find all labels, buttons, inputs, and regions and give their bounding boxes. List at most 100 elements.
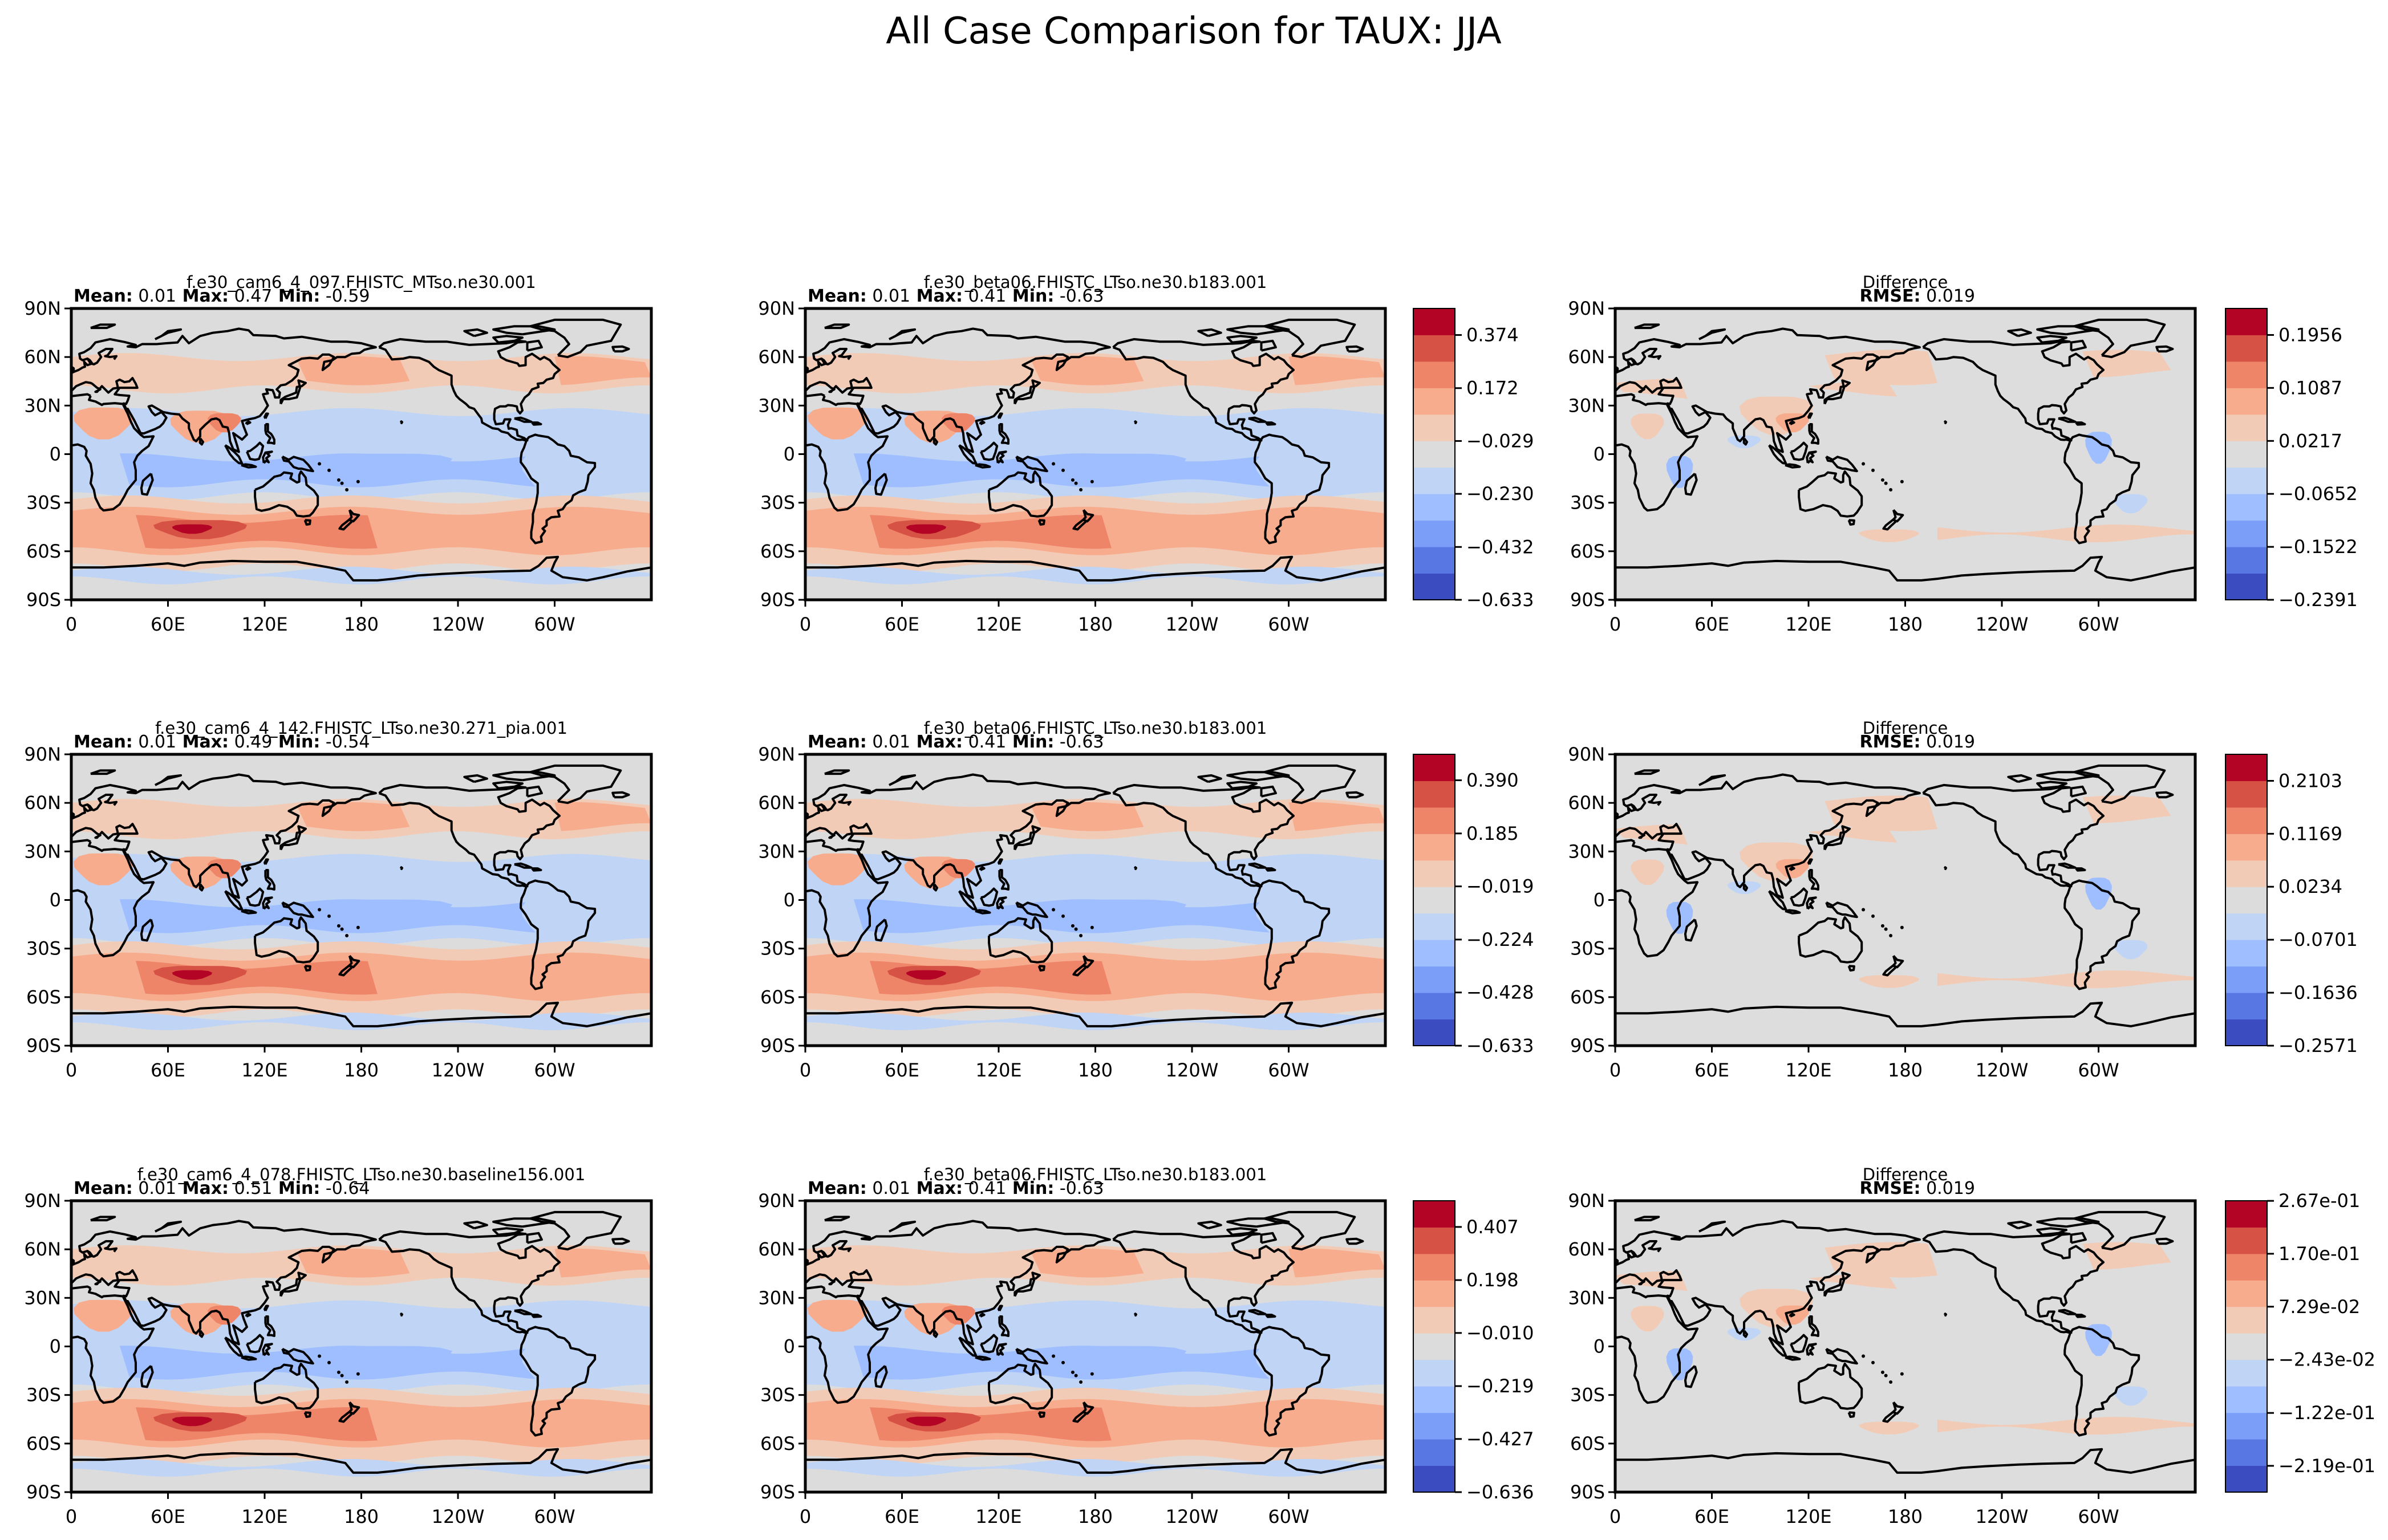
island-dot: [1090, 480, 1094, 483]
contour-region: [807, 407, 868, 440]
contour-region: [297, 1248, 410, 1278]
colorbar-swatch: [1413, 966, 1455, 993]
coastline: [2075, 421, 2086, 426]
colorbar: 0.374 0.172 −0.029 −0.230 −0.432 −0.633: [1413, 308, 1534, 611]
x-tick-label: 0: [1609, 1506, 1621, 1527]
coastline: [1013, 1271, 1041, 1297]
island-dot: [1071, 924, 1075, 928]
island-dot: [318, 908, 322, 912]
coastline: [348, 1401, 360, 1415]
coastline: [1684, 473, 1698, 496]
coastline: [514, 1309, 533, 1315]
colorbar-swatch: [1413, 834, 1455, 861]
x-tick-label: 120W: [1976, 1506, 2029, 1527]
y-tick-label: 30N: [24, 1287, 61, 1309]
coastline: [2036, 335, 2067, 344]
colorbar-swatch: [2225, 520, 2267, 547]
coastline: [805, 773, 1111, 899]
colorbar-swatch: [1413, 441, 1455, 468]
coastline: [2036, 1217, 2100, 1228]
contour-region: [554, 802, 651, 831]
contour-region: [1052, 453, 1187, 473]
coastline: [2075, 867, 2086, 872]
coastline: [140, 1365, 154, 1388]
y-tick-label: 60S: [1570, 1433, 1605, 1454]
coastline: [279, 825, 307, 851]
coastline: [824, 769, 850, 775]
coastline: [1263, 1210, 1356, 1251]
coastline: [1892, 955, 1904, 969]
summary-stats: Mean: 0.01 Max: 0.41 Min: -0.63: [808, 286, 1104, 306]
panel-title: f.e30_cam6_4_142.FHISTC_LTso.ne30.271_pi…: [155, 718, 567, 738]
panel-r3c3: 0 60E 120E 180 120W 60W 90N 60N 30N 0 30S 60S 90S Dif…: [1568, 1165, 2375, 1527]
island-dot: [1074, 481, 1078, 485]
contour-region: [1288, 356, 1385, 385]
y-tick-label: 60S: [760, 986, 795, 1008]
y-tick-label: 90S: [760, 1035, 795, 1057]
coastline: [338, 1411, 354, 1423]
coastline: [2036, 781, 2067, 790]
coastline: [1825, 1348, 1858, 1365]
colorbar-swatch: [1413, 887, 1455, 914]
coastline: [245, 420, 252, 425]
coastline: [1133, 866, 1137, 870]
y-tick-label: 90N: [758, 1190, 795, 1212]
coastline: [281, 901, 314, 919]
panel-title: Difference: [1863, 718, 1948, 738]
coastline: [1943, 1313, 1947, 1316]
coastline: [1798, 470, 1863, 518]
coastline: [303, 1411, 311, 1418]
contour-region: [2085, 877, 2112, 910]
coastline: [1015, 901, 1048, 919]
rmse-stat: RMSE: 0.019: [1860, 1179, 1975, 1198]
map-field: [805, 308, 1385, 600]
y-tick-label: 60N: [758, 792, 795, 814]
colorbar-swatch: [2225, 807, 2267, 834]
y-tick-label: 90S: [1570, 1035, 1605, 1057]
colorbar-swatch: [1413, 547, 1455, 574]
coastline: [820, 1240, 852, 1258]
coastline: [933, 883, 939, 892]
x-tick-label: 60E: [885, 1059, 919, 1081]
coastline: [1634, 769, 1660, 775]
coastline: [1345, 345, 1364, 353]
x-tick-label: 0: [800, 1506, 811, 1527]
island-dot: [327, 1360, 331, 1364]
panel-r2c2: 0 60E 120E 180 120W 60W 90N 60N 30N 0 30S 60S 90S f.e…: [758, 718, 1534, 1081]
y-tick-label: 0: [50, 1336, 61, 1358]
x-tick-label: 120E: [241, 613, 287, 635]
coastline: [1825, 901, 1858, 919]
y-tick-label: 30S: [760, 938, 795, 960]
coastline: [399, 1313, 403, 1316]
coastline: [2073, 764, 2166, 804]
coastline: [71, 327, 377, 453]
x-tick-label: 180: [1078, 1059, 1113, 1081]
y-tick-label: 90S: [1570, 589, 1605, 611]
coastline: [2063, 433, 2140, 545]
coastline: [198, 883, 205, 892]
colorbar-swatch: [2225, 494, 2267, 521]
coastline: [492, 781, 524, 790]
coastline: [1254, 433, 1331, 545]
coastline: [824, 1216, 850, 1222]
colorbar-frame: [2225, 308, 2268, 600]
island-dot: [1871, 468, 1875, 472]
contour-region: [906, 1416, 946, 1427]
y-tick-label: 0: [50, 444, 61, 465]
contour-region: [2114, 940, 2148, 960]
coastline: [71, 1220, 377, 1346]
x-tick-label: 120W: [1976, 1059, 2029, 1081]
coastline: [1112, 338, 1295, 442]
contour-region: [318, 1346, 453, 1366]
coastline: [246, 441, 265, 461]
colorbar-swatch: [2225, 414, 2267, 441]
coastline: [1807, 1305, 1813, 1311]
coastline: [338, 518, 354, 531]
coastline: [874, 919, 888, 942]
x-tick-label: 60W: [2078, 613, 2119, 635]
panel-title: Difference: [1863, 1165, 1948, 1184]
colorbar-swatch: [1413, 993, 1455, 1020]
colorbar-swatch: [2225, 467, 2267, 494]
island-dot: [1884, 1374, 1888, 1378]
coastline: [1823, 825, 1851, 851]
